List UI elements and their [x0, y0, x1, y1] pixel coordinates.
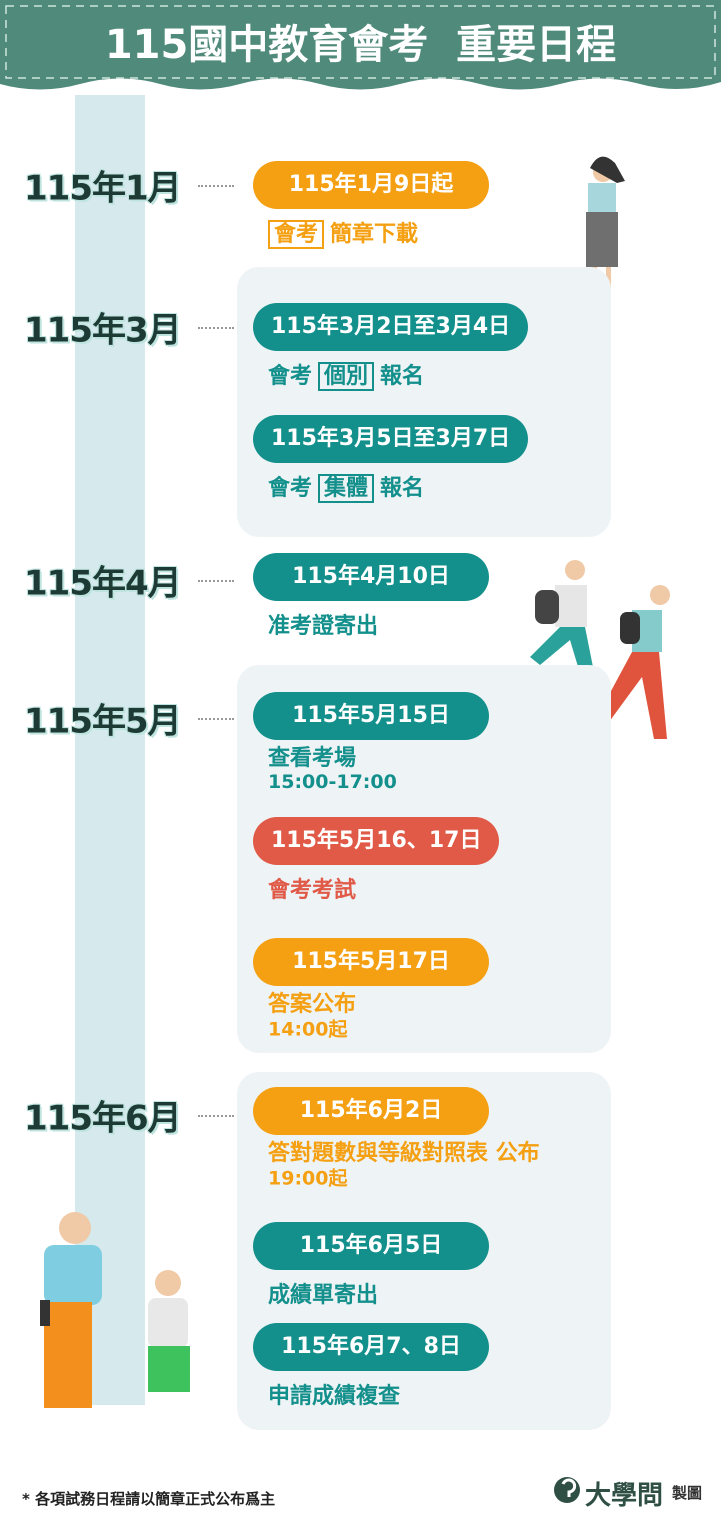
date-pill: 115年1月9日起 [253, 161, 489, 209]
description: 會考 集體 報名 [268, 470, 430, 503]
title: 115國中教育會考 重要日程 [104, 22, 617, 68]
description-part: 成績單寄出 [268, 1283, 379, 1308]
description-part: 會考 [268, 476, 313, 501]
leader [198, 327, 234, 329]
month-label: 115年6月 [24, 1098, 182, 1139]
description-part: 報名 [380, 364, 425, 389]
leader [198, 580, 234, 582]
date-pill: 115年6月2日 [253, 1087, 489, 1135]
description-part: 准考證寄出 [268, 614, 379, 639]
brand: 大學問 [585, 1481, 664, 1511]
date-pill: 115年4月10日 [253, 553, 489, 601]
date-pill: 115年3月2日至3月4日 [253, 303, 529, 351]
date-pill: 115年6月5日 [253, 1222, 489, 1270]
description-part: 會考 [268, 220, 325, 249]
month-label: 115年3月 [24, 310, 182, 351]
time: 14:00起 [268, 1018, 348, 1041]
description-part: 答對題數與等級對照表 公布 [268, 1141, 540, 1166]
leader [198, 1115, 234, 1117]
date-pill: 115年5月17日 [253, 938, 489, 986]
description: 會考 簡章下載 [268, 216, 424, 249]
time: 19:00起 [268, 1167, 348, 1190]
leader [198, 185, 234, 187]
description-part: 會考考試 [268, 878, 357, 903]
description-part: 簡章下載 [330, 222, 419, 247]
description-part: 集體 [318, 474, 375, 503]
credit: 製圖 [672, 1484, 703, 1502]
description: 成績單寄出 [268, 1277, 384, 1309]
date-pill: 115年6月7、8日 [253, 1323, 489, 1371]
description: 申請成績複查 [268, 1378, 406, 1410]
date-pill: 115年5月16、17日 [253, 817, 500, 865]
description: 會考 個別 報名 [268, 358, 430, 391]
description: 查看考場 [268, 740, 362, 772]
leader [198, 718, 234, 720]
description-part: 查看考場 [268, 746, 357, 771]
description-part: 報名 [380, 476, 425, 501]
time: 15:00-17:00 [268, 771, 397, 793]
description: 會考考試 [268, 872, 362, 904]
date-pill: 115年5月15日 [253, 692, 489, 740]
month-label: 115年1月 [24, 168, 182, 209]
description-part: 個別 [318, 362, 375, 391]
description-part: 答案公布 [268, 992, 357, 1017]
month-label: 115年4月 [24, 563, 182, 604]
footnote: * 各項試務日程請以簡章正式公布爲主 [22, 1490, 276, 1508]
description-part: 申請成績複查 [268, 1384, 401, 1409]
description-part: 會考 [268, 364, 313, 389]
description: 答對題數與等級對照表 公布 [268, 1135, 546, 1167]
date-pill: 115年3月5日至3月7日 [253, 415, 529, 463]
description: 答案公布 [268, 986, 362, 1018]
description: 准考證寄出 [268, 608, 384, 640]
month-label: 115年5月 [24, 701, 182, 742]
